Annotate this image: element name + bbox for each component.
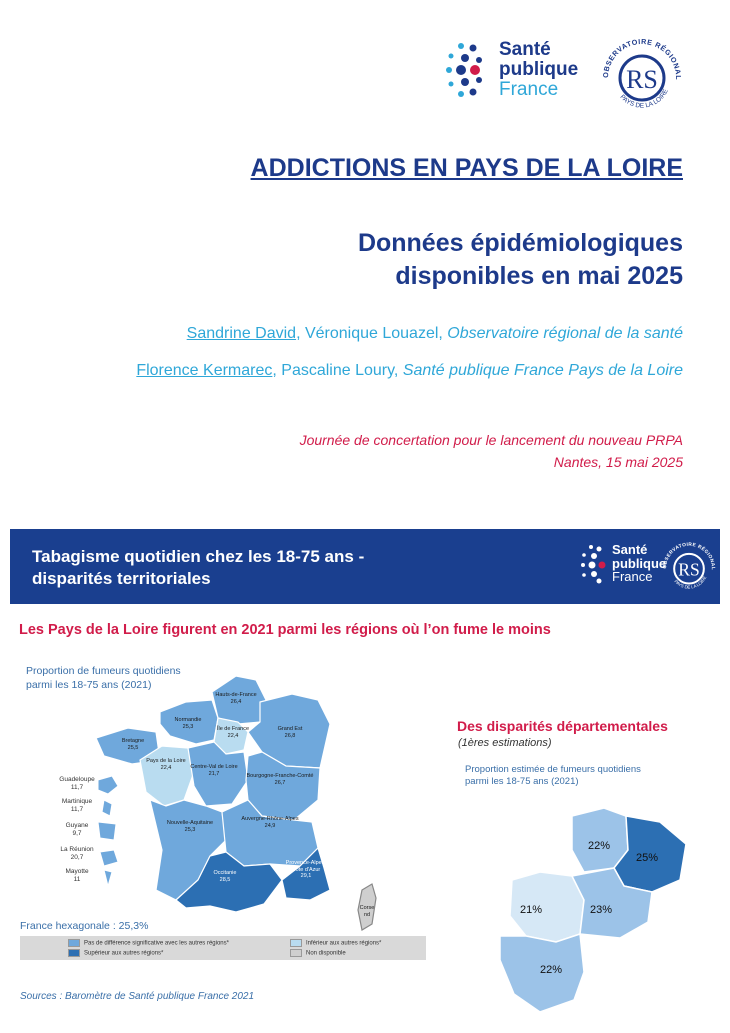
legend-swatch — [290, 939, 302, 947]
region-occitanie[interactable] — [175, 851, 283, 913]
dept-value-loire-atlantique: 21% — [520, 904, 543, 916]
label-la-reunion: La Réunion 20,7 — [60, 846, 94, 861]
legend-item-lower: Inférieur aux autres régions* — [290, 939, 381, 947]
label-mayotte: Mayotte 11 — [65, 868, 89, 883]
header-spf-logo: Santé publique France — [578, 541, 667, 593]
label-grand-est: Grand Est 26,8 — [277, 726, 303, 739]
authors-line-2: Florence Kermarec, Pascaline Loury, Sant… — [136, 362, 683, 380]
region-provence-alpes-cote-azur[interactable] — [281, 846, 331, 901]
slide-header-band: Tabagisme quotidien chez les 18-75 ans -… — [10, 529, 720, 604]
label-centre-val-de-loire: Centre-Val de Loire 21,7 — [190, 764, 238, 777]
label-ile-de-france: Île de France 22,4 — [216, 726, 250, 739]
header-spf-dots-icon — [581, 545, 606, 584]
dept-caption-line1: Proportion estimée de fumeurs quotidiens — [465, 764, 641, 775]
dept-vendee[interactable] — [499, 932, 585, 1013]
dept-value-mayenne: 22% — [588, 840, 611, 852]
overseas-guadeloupe[interactable] — [97, 775, 119, 795]
slide-header-line1: Tabagisme quotidien chez les 18-75 ans - — [32, 547, 365, 566]
header-spf-line3: France — [612, 569, 653, 585]
overseas-martinique[interactable] — [101, 799, 113, 817]
label-auvergne-rhone-alpes: Auvergne-Rhône-Alpes 24,9 — [241, 816, 299, 829]
dept-caption-line2: parmi les 18-75 ans (2021) — [465, 776, 579, 788]
map-caption-line2: parmi les 18-75 ans (2021) — [26, 678, 152, 691]
spf-logo-line2: publique — [499, 58, 579, 80]
spf-logo-line1: Santé — [499, 39, 551, 60]
label-pays-de-la-loire: Pays de la Loire 22,4 — [146, 758, 186, 771]
legend-item-not-available: Non disponible — [290, 949, 346, 957]
legend-swatch — [290, 949, 302, 957]
label-normandie: Normandie 25,3 — [174, 717, 202, 730]
label-occitanie: Occitanie 28,5 — [213, 870, 237, 883]
region-corse[interactable] — [357, 883, 377, 931]
dept-subtitle: (1ères estimations) — [458, 737, 552, 749]
ors-logo: OBSERVATOIRE RÉGIONAL DE LA SANTÉ PAYS D… — [593, 21, 688, 120]
header-spf-line2: publique — [612, 555, 667, 571]
label-guadeloupe: Guadeloupe 11,7 — [59, 776, 95, 791]
source-note: Sources : Baromètre de Santé publique Fr… — [20, 991, 255, 1002]
label-bretagne: Bretagne 25,5 — [121, 738, 145, 751]
label-provence-alpes-cote-azur: Provence-Alpes-Côte d'Azur 29,1 — [285, 860, 327, 880]
cover-subtitle-line1: Données épidémiologiques — [357, 229, 683, 257]
event-line2: Nantes, 15 mai 2025 — [553, 453, 683, 470]
legend-swatch — [68, 939, 80, 947]
overseas-mayotte[interactable] — [103, 869, 113, 888]
label-bourgogne-franche-comte: Bourgogne-Franche-Comté 26,7 — [246, 773, 314, 786]
dept-value-maine-et-loire: 23% — [590, 904, 613, 916]
dept-caption: Proportion estimée de fumeurs quotidiens… — [465, 764, 641, 789]
label-hauts-de-france: Hauts-de-France 26,4 — [215, 692, 257, 705]
author1-org: Observatoire régional de la santé — [447, 325, 683, 342]
cover-title: ADDICTIONS EN PAYS DE LA LOIRE — [250, 154, 683, 182]
authors-line-1: Sandrine David, Véronique Louazel, Obser… — [187, 325, 683, 343]
legend-swatch — [68, 949, 80, 957]
header-spf-line1: Santé — [612, 542, 648, 557]
map-legend: Pas de différence significative avec les… — [20, 936, 426, 960]
dept-value-sarthe: 25% — [636, 852, 659, 864]
label-nouvelle-aquitaine: Nouvelle-Aquitaine 25,3 — [166, 820, 214, 833]
map-caption-line1: Proportion de fumeurs quotidiens — [26, 665, 181, 677]
slide-header-line2: disparités territoriales — [32, 569, 211, 589]
dept-value-vendee: 22% — [540, 964, 563, 976]
author1-rest: , Véronique Louazel, — [296, 325, 448, 342]
ors-mark: RS — [626, 65, 658, 94]
legend-item-higher: Supérieur aux autres régions* — [68, 949, 163, 957]
region-bourgogne-franche-comte[interactable] — [245, 751, 321, 821]
france-total: France hexagonale : 25,3% — [20, 920, 149, 932]
author2-org: Santé publique France Pays de la Loire — [402, 362, 683, 379]
slide-headline: Les Pays de la Loire figurent en 2021 pa… — [19, 622, 551, 638]
cover-subtitle-line2: disponibles en mai 2025 — [395, 261, 683, 290]
header-ors-logo: OBSERVATOIRE RÉGIONAL DE LA SANTÉ PAYS D… — [656, 529, 720, 597]
region-nouvelle-aquitaine[interactable] — [149, 799, 227, 901]
spf-dots-icon — [446, 43, 482, 97]
spf-logo-line3: France — [499, 78, 559, 100]
header-ors-mark: RS — [678, 559, 699, 579]
spf-logo: Santé publique France — [443, 38, 588, 108]
legend-item-no-difference: Pas de différence significative avec les… — [68, 939, 229, 947]
label-martinique: Martinique 11,7 — [61, 798, 93, 813]
label-corse: Corse nd — [359, 905, 375, 918]
map-caption: Proportion de fumeurs quotidiens parmi l… — [26, 665, 181, 692]
overseas-la-reunion[interactable] — [99, 849, 119, 867]
event-line1: Journée de concertation pour le lancemen… — [299, 432, 683, 448]
region-pays-de-la-loire[interactable] — [139, 745, 195, 807]
overseas-guyane[interactable] — [97, 821, 117, 841]
event-info: Journée de concertation pour le lancemen… — [300, 430, 683, 473]
author2-rest: , Pascaline Loury, — [272, 362, 403, 379]
dept-title: Des disparités départementales — [457, 718, 668, 734]
author2-name[interactable]: Florence Kermarec — [136, 362, 273, 379]
label-guyane: Guyane 9,7 — [65, 822, 89, 837]
author1-name[interactable]: Sandrine David — [186, 325, 297, 342]
dept-maine-et-loire[interactable] — [570, 867, 653, 939]
cover-subtitle: Données épidémiologiques disponibles en … — [358, 227, 683, 292]
